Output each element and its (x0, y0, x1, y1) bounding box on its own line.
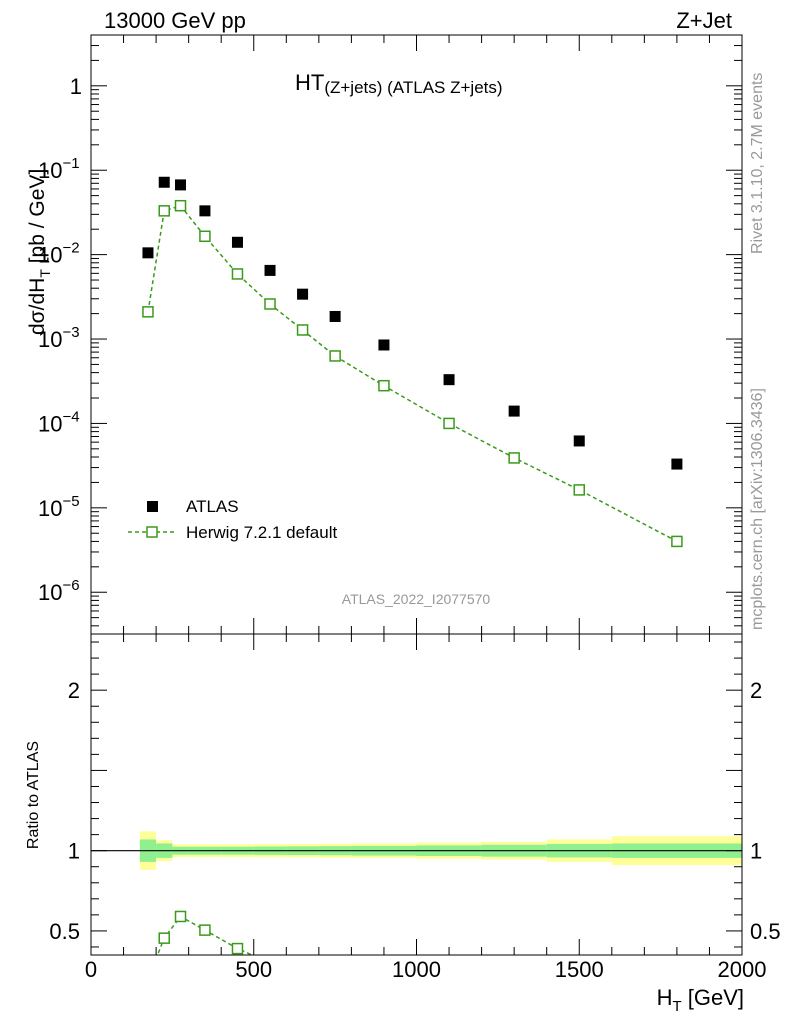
ratio-y-tick-label-right: 1 (750, 839, 762, 864)
atlas-point (142, 247, 154, 259)
ratio-y-tick-label-right: 2 (750, 678, 762, 703)
atlas-point (297, 288, 309, 300)
atlas-point (158, 176, 170, 188)
ylabel-part-2: T (37, 269, 53, 278)
ratio-y-tick-label-left: 1 (68, 839, 80, 864)
ratio-series-group (143, 910, 254, 984)
herwig-line (147, 204, 678, 543)
y-tick-label: 10−6 (38, 577, 80, 605)
herwig-point (142, 306, 154, 318)
plot-title-sub: (Z+jets) (ATLAS Z+jets) (324, 78, 502, 97)
herwig-point (443, 417, 455, 430)
ratio-y-tick-label-left: 2 (68, 678, 80, 703)
ratio-herwig-point (143, 974, 153, 984)
y-tick-label-exp: −2 (62, 240, 79, 257)
herwig-point (199, 230, 211, 243)
herwig-point (508, 452, 520, 464)
herwig-point (174, 199, 187, 212)
analysis-watermark: ATLAS_2022_I2077570 (342, 591, 491, 607)
herwig-point (296, 324, 309, 336)
header-left: 13000 GeV pp (104, 8, 246, 33)
x-tick-label: 2000 (718, 957, 767, 982)
y-tick-label-base: 10 (38, 243, 62, 268)
ratio-y-axis-label: Ratio to ATLAS (25, 741, 42, 849)
herwig-point (231, 268, 244, 280)
x-tick-label: 0 (85, 957, 97, 982)
atlas-point (175, 179, 187, 191)
atlas-point (508, 405, 520, 417)
ratio-panel: 0.5 0.5 1 1 2 2 0 500 1000 1500 2000 (49, 633, 781, 984)
ratio-herwig-point (199, 924, 211, 936)
atlas-point (264, 264, 276, 276)
ratio-herwig-point (174, 910, 187, 923)
atlas-point (671, 458, 683, 470)
y-tick-label-base: 10 (38, 496, 62, 521)
y-tick-label: 10−4 (38, 408, 80, 436)
main-panel: 110−110−210−310−410−510−6 (38, 34, 743, 635)
herwig-point (573, 484, 585, 496)
y-tick-label-base: 10 (38, 411, 62, 436)
xlabel-part-2: T (672, 998, 681, 1015)
herwig-point (671, 535, 683, 548)
y-tick-label-exp: −3 (62, 324, 79, 341)
rivet-label: Rivet 3.1.10, 2.7M events (749, 73, 766, 254)
mcplots-label: mcplots.cern.ch [arXiv:1306.3436] (749, 388, 766, 630)
herwig-point (158, 205, 170, 217)
plot-title-main: HT (295, 70, 324, 95)
y-tick-label-base: 10 (38, 580, 62, 605)
ratio-frame (90, 633, 743, 956)
x-tick-label: 500 (235, 957, 272, 982)
herwig-point (378, 379, 390, 392)
y-tick-label-exp: −1 (62, 155, 79, 172)
y-tick-label: 10−5 (38, 493, 80, 521)
ratio-herwig-point (231, 942, 244, 955)
atlas-point (378, 339, 390, 351)
ylabel-part-3: [pb / GeV] (26, 169, 49, 269)
ratio-y-tick-label-left: 0.5 (49, 919, 80, 944)
ratio-y-tick-label-right: 0.5 (750, 919, 781, 944)
herwig-point (264, 298, 276, 310)
x-axis-label: HT [GeV] (657, 985, 744, 1015)
x-tick-label: 1500 (555, 957, 604, 982)
plot-title: HT(Z+jets) (ATLAS Z+jets) (295, 70, 503, 97)
y-tick-label-exp: −5 (62, 493, 79, 510)
atlas-point (443, 374, 455, 386)
y-tick-label: 10−1 (38, 155, 80, 183)
legend-atlas-marker (147, 501, 158, 512)
y-tick-label-exp: −4 (62, 408, 79, 425)
xlabel-part-1: H (657, 985, 673, 1010)
legend-atlas-label: ATLAS (186, 497, 239, 516)
y-tick-label: 10−2 (38, 240, 80, 268)
ratio-herwig-point (158, 932, 170, 944)
atlas-point (329, 310, 341, 322)
atlas-point (231, 236, 243, 248)
y-tick-label-exp: −6 (62, 577, 79, 594)
atlas-point (573, 435, 585, 447)
y-tick-label-base: 10 (38, 158, 62, 183)
x-tick-label: 1000 (392, 957, 441, 982)
ylabel-part-1: dσ/dH (26, 278, 49, 335)
header-right: Z+Jet (676, 8, 732, 33)
legend-herwig-label: Herwig 7.2.1 default (186, 523, 337, 542)
atlas-point (199, 205, 211, 217)
main-y-axis-label: dσ/dHT [pb / GeV] (26, 169, 53, 335)
legend-herwig-marker (146, 526, 158, 538)
y-tick-label: 10−3 (38, 324, 80, 352)
main-frame (90, 34, 743, 635)
legend: ATLAS Herwig 7.2.1 default (128, 497, 337, 542)
y-tick-label-base: 10 (38, 327, 62, 352)
xlabel-part-3: [GeV] (682, 985, 744, 1010)
y-tick-label: 1 (70, 74, 82, 99)
herwig-point (329, 350, 341, 362)
